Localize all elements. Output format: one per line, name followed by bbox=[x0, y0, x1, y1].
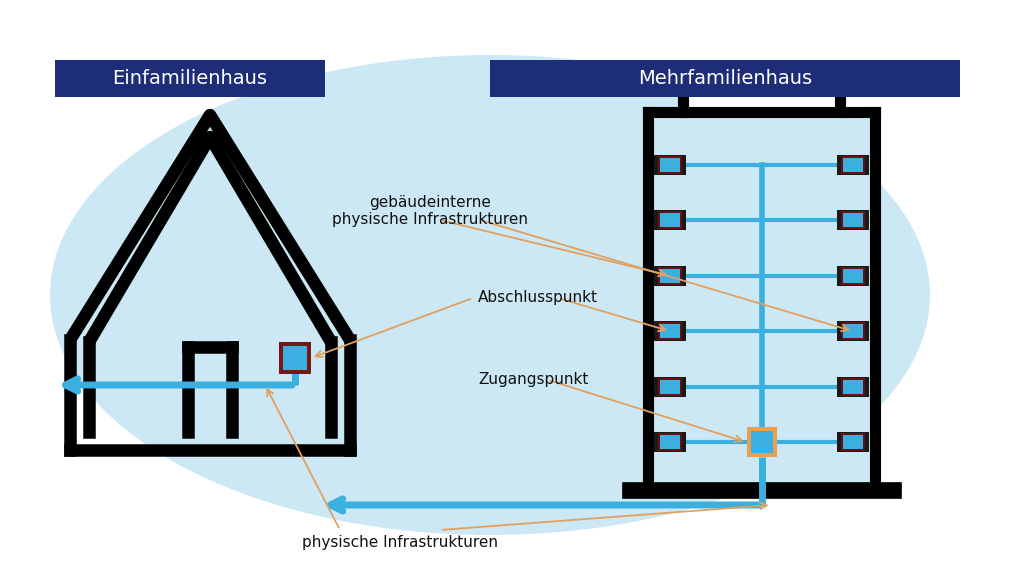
FancyBboxPatch shape bbox=[837, 210, 869, 230]
Text: Zugangspunkt: Zugangspunkt bbox=[478, 372, 589, 387]
FancyBboxPatch shape bbox=[841, 322, 865, 340]
FancyBboxPatch shape bbox=[660, 213, 680, 227]
Text: Einfamilienhaus: Einfamilienhaus bbox=[113, 69, 267, 88]
FancyBboxPatch shape bbox=[279, 342, 311, 374]
Text: Abschlusspunkt: Abschlusspunkt bbox=[478, 290, 598, 305]
FancyBboxPatch shape bbox=[658, 378, 682, 396]
FancyBboxPatch shape bbox=[837, 266, 869, 286]
FancyBboxPatch shape bbox=[841, 378, 865, 396]
FancyBboxPatch shape bbox=[837, 377, 869, 397]
FancyBboxPatch shape bbox=[837, 155, 869, 175]
FancyBboxPatch shape bbox=[837, 321, 869, 341]
Text: gebäudeinterne
physische Infrastrukturen: gebäudeinterne physische Infrastrukturen bbox=[332, 195, 528, 227]
FancyBboxPatch shape bbox=[660, 435, 680, 449]
FancyBboxPatch shape bbox=[843, 213, 863, 227]
FancyBboxPatch shape bbox=[654, 210, 686, 230]
FancyBboxPatch shape bbox=[843, 435, 863, 449]
FancyBboxPatch shape bbox=[841, 211, 865, 229]
FancyBboxPatch shape bbox=[652, 116, 871, 486]
FancyBboxPatch shape bbox=[843, 269, 863, 283]
FancyBboxPatch shape bbox=[843, 380, 863, 394]
Text: physische Infrastrukturen: physische Infrastrukturen bbox=[302, 535, 498, 550]
FancyBboxPatch shape bbox=[654, 155, 686, 175]
FancyBboxPatch shape bbox=[746, 427, 776, 457]
FancyBboxPatch shape bbox=[660, 158, 680, 172]
Ellipse shape bbox=[50, 55, 930, 535]
FancyBboxPatch shape bbox=[490, 60, 961, 97]
FancyBboxPatch shape bbox=[654, 377, 686, 397]
FancyBboxPatch shape bbox=[687, 90, 836, 108]
FancyBboxPatch shape bbox=[658, 156, 682, 174]
FancyBboxPatch shape bbox=[843, 158, 863, 172]
FancyBboxPatch shape bbox=[843, 324, 863, 338]
FancyBboxPatch shape bbox=[660, 380, 680, 394]
FancyBboxPatch shape bbox=[658, 322, 682, 340]
FancyBboxPatch shape bbox=[841, 156, 865, 174]
FancyBboxPatch shape bbox=[751, 431, 772, 454]
FancyBboxPatch shape bbox=[660, 269, 680, 283]
FancyBboxPatch shape bbox=[837, 432, 869, 452]
Text: Mehrfamilienhaus: Mehrfamilienhaus bbox=[638, 69, 812, 88]
FancyBboxPatch shape bbox=[658, 433, 682, 451]
FancyBboxPatch shape bbox=[654, 266, 686, 286]
FancyBboxPatch shape bbox=[841, 433, 865, 451]
FancyBboxPatch shape bbox=[841, 267, 865, 285]
FancyBboxPatch shape bbox=[283, 346, 307, 370]
FancyBboxPatch shape bbox=[55, 60, 325, 97]
FancyBboxPatch shape bbox=[654, 432, 686, 452]
FancyBboxPatch shape bbox=[658, 211, 682, 229]
FancyBboxPatch shape bbox=[654, 321, 686, 341]
FancyBboxPatch shape bbox=[660, 324, 680, 338]
FancyBboxPatch shape bbox=[658, 267, 682, 285]
